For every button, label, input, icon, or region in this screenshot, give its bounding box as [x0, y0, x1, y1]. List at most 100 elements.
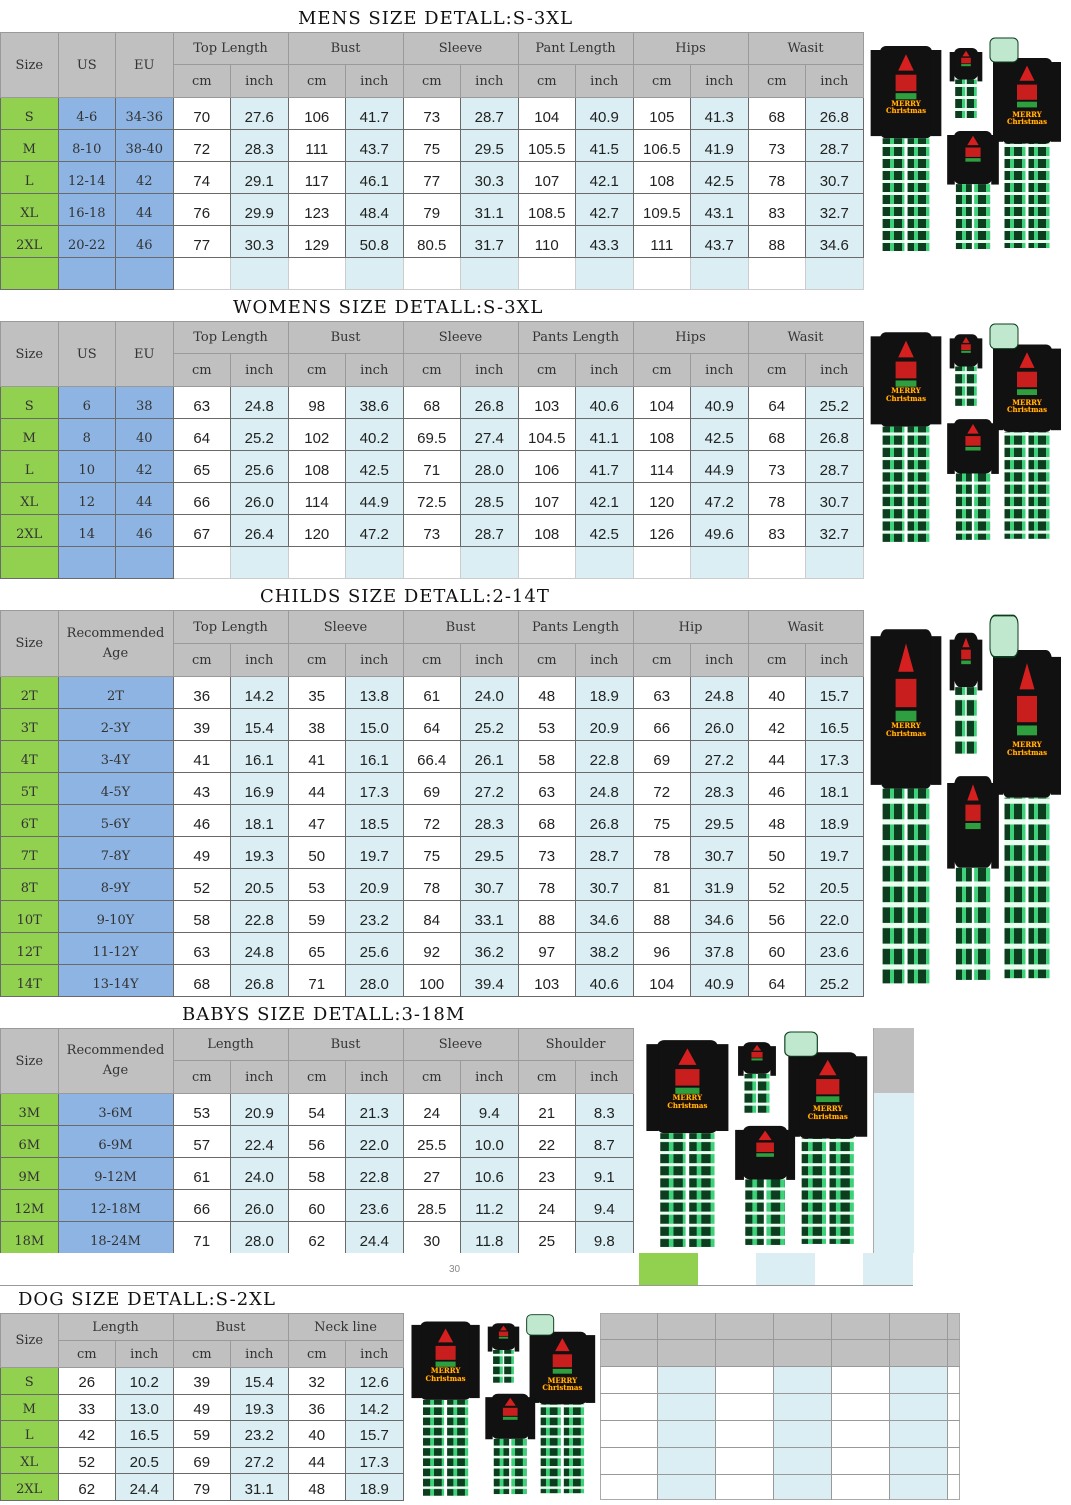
value-cell: 105 [632, 97, 692, 130]
childs-table-row: 12T 11-12Y 63 24.8 65 25.6 92 36.2 97 38.2 96 37.8 6… [0, 932, 864, 965]
empty-cell [172, 257, 231, 290]
value-cell: 104.5 [517, 418, 577, 451]
childs-size-table: Size Recommended Age Top Length Sleeve Bust P… [0, 610, 864, 997]
value-cell: 42.5 [575, 514, 634, 547]
mens-header-group: Pant Length [517, 32, 634, 65]
shirt-print-text: MERRY Christmas [885, 98, 927, 116]
value-cell: 41.5 [575, 129, 634, 162]
value-cell: 62 [287, 1221, 346, 1254]
value-cell: 36 [172, 676, 231, 709]
size-cell: XL [0, 1446, 59, 1475]
value-cell: 26.8 [575, 804, 634, 837]
mens-header-us: US [57, 32, 116, 98]
value-cell: 79 [402, 193, 462, 226]
value-cell: 40.9 [575, 97, 634, 130]
value-cell: 78 [517, 868, 577, 901]
value-cell: 50.8 [345, 225, 404, 258]
babys-header-group: Bust [287, 1028, 404, 1061]
womens-header-row: Size US EU Top Length Bust Sleeve Pants Length… [0, 321, 864, 387]
value-cell: 71 [287, 964, 346, 997]
babys-unit-inch: inch [575, 1060, 634, 1094]
value-cell: 120 [632, 482, 692, 515]
value-cell: 104 [632, 964, 692, 997]
babys-table-row: 9M 9-12M 61 24.0 58 22.8 27 10.6 23 9.1 [0, 1157, 634, 1190]
value-cell: 16.5 [115, 1420, 174, 1448]
size-cell: 14T [0, 964, 59, 997]
womens-unit-cm: cm [517, 353, 577, 387]
value-cell: 78 [747, 161, 807, 194]
babys-table-row: 12M 12-18M 66 26.0 60 23.6 28.5 11.2 24 9.4 [0, 1189, 634, 1222]
value-cell: 34.6 [575, 900, 634, 933]
womens-unit-inch: inch [230, 353, 289, 387]
childs-table-row: 2T 2T 36 14.2 35 13.8 61 24.0 48 18.9 63 24.8 40 15.7 [0, 676, 864, 709]
value-cell: 31.7 [460, 225, 519, 258]
value-cell: 67 [172, 514, 231, 547]
size-cell: L [0, 1420, 59, 1448]
value-cell: 69 [172, 1446, 231, 1475]
empty-cell [747, 546, 807, 579]
value-cell: 27.2 [690, 740, 749, 773]
value-cell: 52 [57, 1446, 116, 1475]
womens-empty-row [0, 546, 864, 579]
value-cell: 14.2 [345, 1393, 404, 1422]
womens-size-table: Size US EU Top Length Bust Sleeve Pants Length… [0, 321, 864, 579]
value-cell: 22.8 [230, 900, 289, 933]
childs-unit-inch: inch [230, 643, 289, 677]
value-cell: 27.6 [230, 97, 289, 130]
value-cell: 40.2 [345, 418, 404, 451]
childs-header-row: Size Recommended Age Top Length Sleeve Bust P… [0, 610, 864, 677]
womens-table-row: 2XL 14 46 67 26.4 120 47.2 73 28.7 108 42.5 126 49.6… [0, 514, 864, 547]
childs-table-row: 4T 3-4Y 41 16.1 41 16.1 66.4 26.1 58 22.8 69 27.2 44… [0, 740, 864, 773]
value-cell: 9-12M [57, 1157, 174, 1190]
size-cell: S [0, 97, 59, 130]
value-cell: 27.2 [460, 772, 519, 805]
value-cell: 47.2 [345, 514, 404, 547]
babys-header-row: Size Recommended Age Length Bust Sleeve Shoul… [0, 1028, 634, 1094]
mens-unit-cm: cm [517, 64, 577, 98]
value-cell: 35 [287, 676, 346, 709]
empty-cell [575, 546, 634, 579]
value-cell: 13.8 [345, 676, 404, 709]
value-cell: 3-4Y [57, 740, 174, 773]
value-cell: 106.5 [632, 129, 692, 162]
value-cell: 8.7 [575, 1125, 634, 1158]
value-cell: 88 [632, 900, 692, 933]
value-cell: 50 [287, 836, 346, 869]
value-cell: 66 [172, 1189, 231, 1222]
value-cell: 49.6 [690, 514, 749, 547]
value-cell: 24.8 [230, 386, 289, 419]
value-cell: 26.0 [230, 482, 289, 515]
shirt-print-text: MERRY Christmas [425, 1366, 466, 1383]
value-cell: 7-8Y [57, 836, 174, 869]
babys-unit-row: cm inch cm inch cm inch cm inch [1, 1060, 634, 1094]
size-cell: 2XL [0, 1473, 59, 1501]
empty-cell [0, 257, 59, 290]
mens-header-group: Top Length [172, 32, 289, 65]
value-cell: 43 [172, 772, 231, 805]
value-cell: 108 [632, 418, 692, 451]
value-cell: 28.3 [460, 804, 519, 837]
family-christmas-pajama-photo: MERRY Christmas MERRY Christmas [866, 612, 1066, 992]
value-cell: 24.8 [690, 676, 749, 709]
babys-unit-inch: inch [460, 1060, 519, 1094]
family-christmas-pajama-photo: MERRY Christmas MERRY Christmas [866, 36, 1066, 256]
value-cell: 24.8 [230, 932, 289, 965]
childs-header-group: Sleeve [287, 610, 404, 644]
womens-unit-row: cm inch cm inch cm inch cm inch cm inch cm inch [1, 353, 864, 387]
value-cell: 42 [115, 450, 174, 483]
value-cell: 30.7 [460, 868, 519, 901]
childs-header-group: Hip [632, 610, 749, 644]
childs-header-recommended-age: Recommended Age [57, 610, 174, 677]
value-cell: 16-18 [57, 193, 116, 226]
value-cell: 41.3 [690, 97, 749, 130]
value-cell: 58 [287, 1157, 346, 1190]
value-cell: 23.6 [345, 1189, 404, 1222]
value-cell: 75 [402, 836, 461, 869]
size-cell: 3T [0, 708, 59, 741]
value-cell: 32.7 [805, 514, 864, 547]
value-cell: 106 [287, 97, 346, 130]
value-cell: 26.1 [460, 740, 519, 773]
value-cell: 40.6 [575, 964, 634, 997]
dog-table-row: XL 52 20.5 69 27.2 44 17.3 [0, 1446, 404, 1475]
value-cell: 11.2 [460, 1189, 519, 1222]
